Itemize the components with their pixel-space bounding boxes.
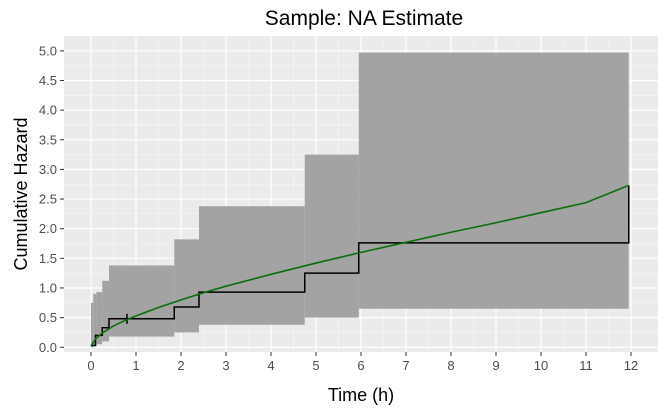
y-tick-label: 1.5 <box>39 251 57 266</box>
y-tick-label: 2.0 <box>39 221 57 236</box>
x-tick-label: 3 <box>222 358 229 373</box>
x-tick-label: 0 <box>87 358 94 373</box>
x-tick-label: 1 <box>132 358 139 373</box>
x-axis-ticks: 0 1 2 3 4 5 6 7 8 9 10 11 12 <box>87 352 638 373</box>
y-axis-ticks: 0.0 0.5 1.0 1.5 2.0 2.5 3.0 3.5 4.0 4.5 5.0 <box>39 43 64 355</box>
band-segment <box>304 154 359 318</box>
x-axis-title: Time (h) <box>328 385 394 405</box>
x-tick-label: 6 <box>357 358 364 373</box>
band-segment <box>109 265 175 337</box>
x-tick-label: 5 <box>312 358 319 373</box>
band-segment <box>96 292 103 345</box>
band-segment <box>199 206 305 325</box>
band-segment <box>174 239 199 333</box>
band-segment <box>358 52 629 309</box>
confidence-band <box>91 52 629 348</box>
y-tick-label: 0.0 <box>39 340 57 355</box>
band-segment <box>91 302 94 348</box>
y-tick-label: 4.0 <box>39 103 57 118</box>
y-axis-title: Cumulative Hazard <box>11 117 31 270</box>
x-tick-label: 10 <box>534 358 548 373</box>
x-tick-label: 8 <box>447 358 454 373</box>
x-tick-label: 9 <box>492 358 499 373</box>
y-tick-label: 0.5 <box>39 310 57 325</box>
band-segment <box>102 280 109 342</box>
x-tick-label: 2 <box>177 358 184 373</box>
chart-title: Sample: NA Estimate <box>265 7 463 30</box>
band-segment <box>93 293 97 347</box>
x-tick-label: 12 <box>624 358 638 373</box>
y-tick-label: 5.0 <box>39 43 57 58</box>
x-tick-label: 4 <box>267 358 274 373</box>
y-tick-label: 1.0 <box>39 280 57 295</box>
x-tick-label: 11 <box>579 358 593 373</box>
x-tick-label: 7 <box>402 358 409 373</box>
fit-curve-line <box>90 184 630 347</box>
y-tick-label: 4.5 <box>39 73 57 88</box>
y-tick-label: 3.5 <box>39 132 57 147</box>
fitted-curve <box>90 184 630 347</box>
y-tick-label: 2.5 <box>39 192 57 207</box>
y-tick-label: 3.0 <box>39 162 57 177</box>
